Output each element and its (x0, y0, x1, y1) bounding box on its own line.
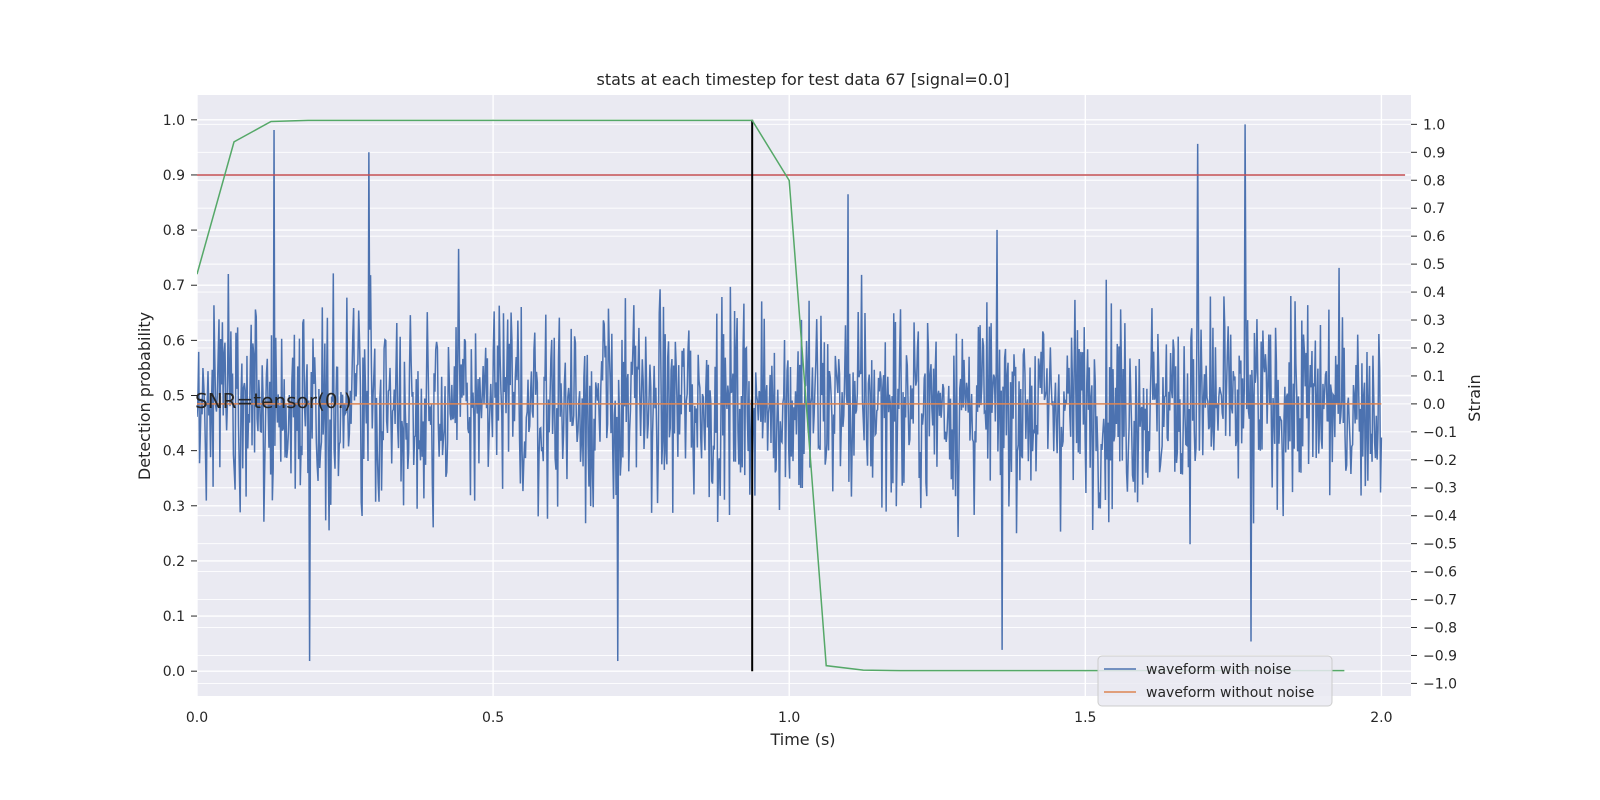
y2-tick-label: 0.3 (1423, 313, 1445, 329)
x-tick-label: 1.5 (1074, 710, 1096, 726)
y2-tick-label: −0.4 (1423, 509, 1457, 525)
y2-tick-label: 0.0 (1423, 397, 1445, 413)
y-tick-label: 0.5 (163, 389, 185, 405)
y2-tick-label: −0.7 (1423, 593, 1457, 609)
y2-tick-label: −0.2 (1423, 453, 1457, 469)
y2-tick-label: 0.2 (1423, 341, 1445, 357)
x-tick-label: 2.0 (1370, 710, 1392, 726)
x-tick-label: 0.0 (186, 710, 208, 726)
x-tick-label: 0.5 (482, 710, 504, 726)
y2-tick-label: −0.9 (1423, 648, 1457, 664)
y2-tick-label: 0.1 (1423, 369, 1445, 385)
y2-tick-label: −0.3 (1423, 481, 1457, 497)
y-tick-label: 0.7 (163, 278, 185, 294)
x-axis-label: Time (s) (769, 730, 835, 749)
y2-tick-label: 0.9 (1423, 145, 1445, 161)
y2-tick-label: 0.4 (1423, 285, 1445, 301)
y2-tick-label: −0.6 (1423, 565, 1457, 581)
y-tick-label: 0.4 (163, 444, 185, 460)
legend-label: waveform without noise (1146, 685, 1314, 701)
y-tick-label: 0.6 (163, 333, 185, 349)
y2-tick-label: −0.8 (1423, 621, 1457, 637)
y2-tick-label: 0.5 (1423, 257, 1445, 273)
axis-ticks: 0.0 0.5 1.0 1.5 2.0 0.0 0.1 0.2 0.3 0.4 0.5 0.6 0.7 0… (163, 113, 1457, 726)
y2-tick-label: −1.0 (1423, 676, 1457, 692)
legend-label: waveform with noise (1146, 662, 1291, 678)
y-tick-label: 0.1 (163, 609, 185, 625)
y2-tick-label: 0.7 (1423, 201, 1445, 217)
y2-tick-label: 0.6 (1423, 229, 1445, 245)
y-tick-label: 0.0 (163, 664, 185, 680)
y-tick-label: 0.3 (163, 499, 185, 515)
legend: waveform with noise waveform without nois… (1097, 655, 1333, 707)
y-tick-label: 0.9 (163, 168, 185, 184)
legend-box (1097, 655, 1333, 707)
y-tick-label: 0.8 (163, 223, 185, 239)
y2-tick-label: −0.5 (1423, 537, 1457, 553)
chart-title: stats at each timestep for test data 67 … (597, 70, 1010, 89)
y2-axis-label: Strain (1465, 374, 1484, 421)
snr-annotation: SNR=tensor(0.) (195, 389, 352, 413)
x-tick-label: 1.0 (778, 710, 800, 726)
y2-tick-label: 0.8 (1423, 173, 1445, 189)
y-tick-label: 0.2 (163, 554, 185, 570)
y2-tick-label: −0.1 (1423, 425, 1457, 441)
y-tick-label: 1.0 (163, 113, 185, 129)
series-waveform-with-noise (197, 124, 1383, 662)
y-axis-label: Detection probability (135, 312, 154, 480)
y2-tick-label: 1.0 (1423, 117, 1445, 133)
